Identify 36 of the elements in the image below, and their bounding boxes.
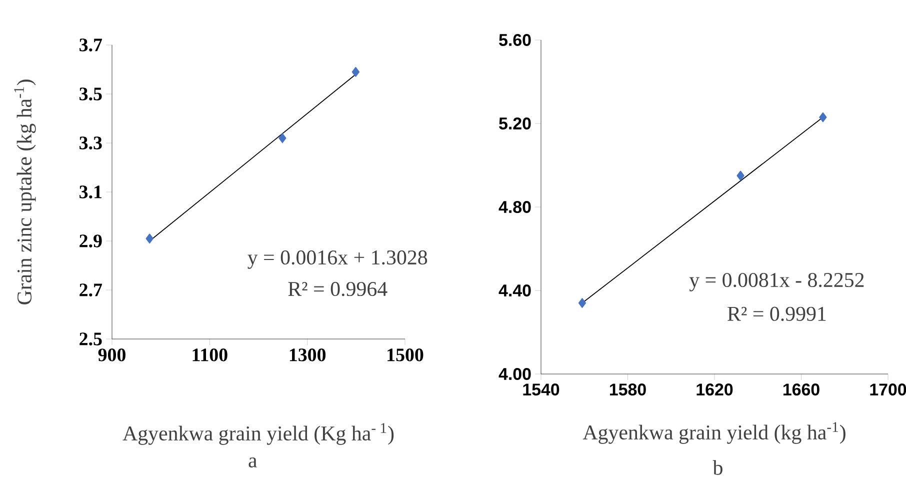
y-tick-label: 4.00 [498, 368, 531, 380]
x-tick-label: 1620 [696, 384, 733, 396]
y-tick-label: 2.9 [80, 234, 102, 248]
point [352, 66, 360, 77]
text: a [248, 457, 257, 468]
x-tick-label: 1540 [523, 384, 560, 396]
annotation: R² = 0.9991 [728, 306, 826, 321]
x-tick-label: 1500 [388, 348, 424, 362]
y-axis-title: Grain zinc uptake (kg ha$^{-1}$) [14, 80, 36, 304]
annotation: y = 0.0081x - 8.2252 [689, 272, 864, 292]
x-tick-label: 1580 [610, 384, 646, 396]
x-tick-label: 1300 [290, 348, 326, 362]
y-tick-label: 3.5 [80, 88, 102, 100]
y-tick-label: 3.3 [80, 136, 102, 150]
x-tick-label: 1700 [870, 384, 906, 396]
y-tick-label: 5.20 [499, 118, 531, 130]
point [578, 298, 586, 308]
annotation: R² = 0.9964 [288, 282, 388, 296]
x-tick-label: 900 [98, 348, 126, 362]
point [736, 170, 744, 181]
y-tick-label: 3.1 [80, 186, 102, 198]
y-tick-label: 4.80 [498, 201, 531, 213]
annotation: y = 0.0016x + 1.3028 [248, 250, 428, 269]
x-tick-label: 1660 [783, 384, 820, 396]
y-tick-label: 2.7 [80, 284, 102, 296]
point [819, 112, 827, 122]
y-tick-label: 3.7 [80, 38, 102, 52]
point [278, 133, 286, 144]
x-axis-title: Agyenkwa grain yield (kg ha$^{-1}$) [582, 422, 846, 444]
x-tick-label: 1100 [192, 348, 228, 362]
text: b [712, 460, 722, 475]
y-tick-label: 4.40 [498, 284, 531, 296]
x-axis-title: Agyenkwa grain yield (Kg ha$^{- 1}$) [122, 423, 394, 445]
y-tick-label: 2.5 [80, 332, 102, 346]
y-tick-label: 5.60 [499, 34, 531, 46]
point [146, 234, 154, 244]
